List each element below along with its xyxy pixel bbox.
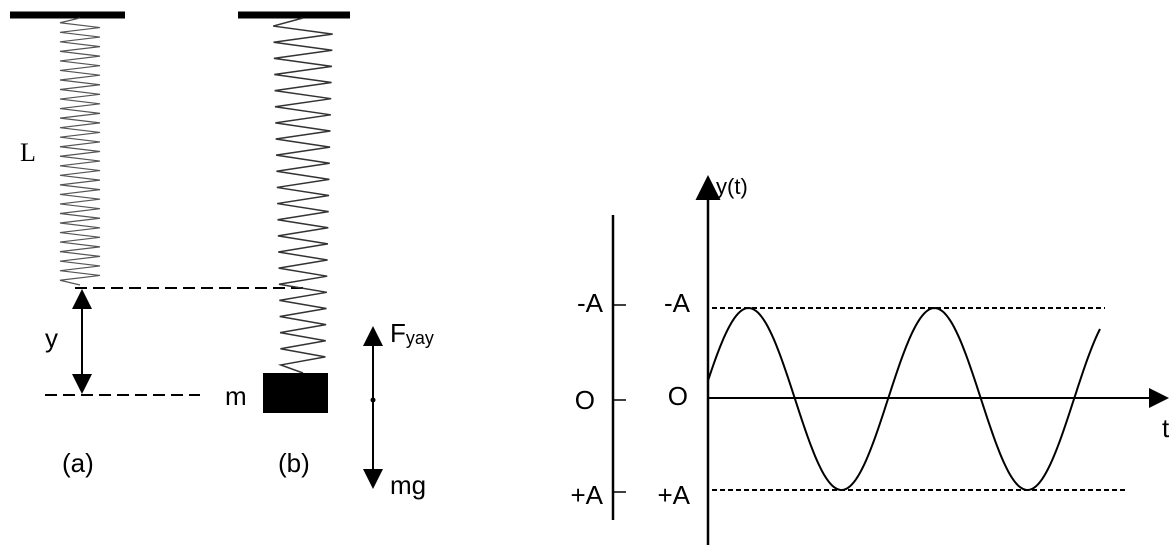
length-label: L bbox=[20, 138, 36, 167]
force-up-label: Fyay bbox=[390, 318, 434, 348]
caption: (b) bbox=[278, 448, 310, 478]
force-symbol: F bbox=[390, 318, 406, 348]
force-point bbox=[370, 397, 376, 403]
spring bbox=[272, 17, 333, 374]
scale-label: -A bbox=[577, 288, 604, 318]
scale-label: +A bbox=[570, 480, 603, 510]
spring bbox=[59, 17, 101, 286]
sine-wave bbox=[707, 306, 1101, 492]
mass-block bbox=[263, 373, 328, 413]
t-axis-label: t bbox=[1162, 413, 1170, 443]
scale-label: -A bbox=[664, 288, 691, 318]
force-down-label: mg bbox=[390, 470, 426, 500]
extension-label: y bbox=[45, 323, 58, 353]
mass-label: m bbox=[225, 381, 247, 411]
y-axis-label: y(t) bbox=[716, 174, 748, 199]
caption: (a) bbox=[62, 448, 94, 478]
scale-label: O bbox=[668, 381, 688, 411]
force-subscript: yay bbox=[406, 328, 434, 348]
scale-label: +A bbox=[657, 480, 690, 510]
scale-label: O bbox=[575, 385, 595, 415]
